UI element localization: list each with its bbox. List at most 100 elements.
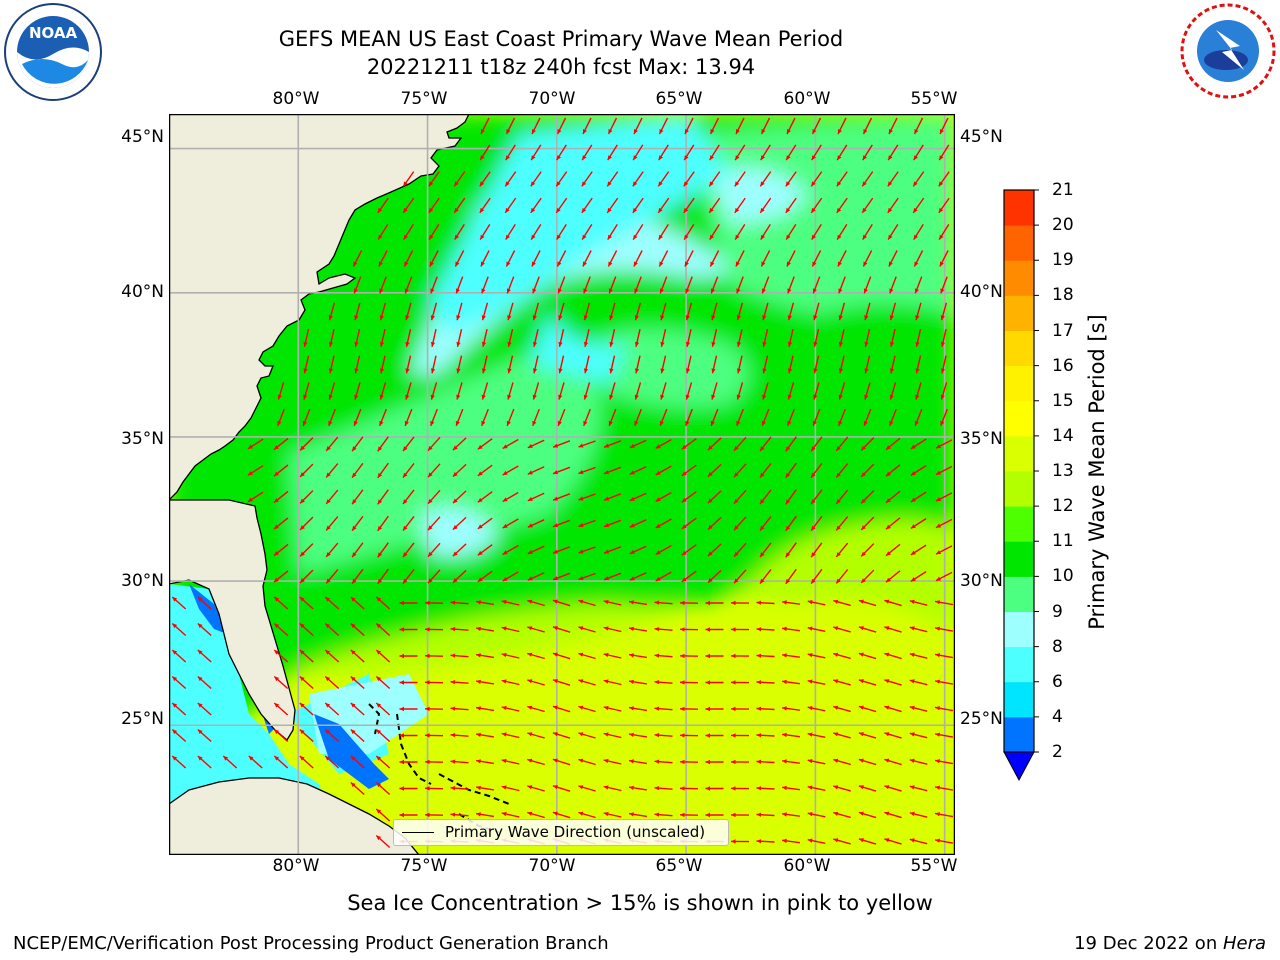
wave-direction-arrow <box>506 408 515 427</box>
wave-direction-arrow <box>424 733 444 738</box>
wave-direction-arrow <box>889 382 897 400</box>
wave-direction-arrow <box>914 408 923 427</box>
wave-direction-arrow <box>403 224 414 240</box>
wave-direction-arrow <box>527 572 545 581</box>
wave-direction-arrow <box>505 144 516 161</box>
wave-direction-arrow <box>582 117 592 135</box>
wave-direction-arrow <box>762 302 769 321</box>
wave-direction-arrow <box>835 436 849 452</box>
lat-label-left-35n: 35°N <box>121 429 164 449</box>
wave-direction-arrow <box>838 276 846 294</box>
wave-direction-arrow <box>885 517 901 530</box>
wave-direction-arrow <box>785 197 797 214</box>
wave-direction-arrow <box>450 786 469 791</box>
wave-direction-arrow <box>424 680 444 685</box>
wave-direction-arrow <box>657 171 670 187</box>
wave-direction-arrow <box>655 544 672 556</box>
colorbar-segment <box>1004 330 1034 367</box>
wave-direction-arrow <box>558 355 565 374</box>
wave-direction-arrow <box>813 355 820 374</box>
wave-direction-arrow <box>628 653 648 659</box>
wave-direction-arrow <box>556 250 567 267</box>
wave-direction-arrow <box>782 706 800 711</box>
wave-direction-arrow <box>455 276 464 294</box>
wave-direction-arrow <box>581 171 593 187</box>
lat-label-left-25n: 25°N <box>121 709 164 729</box>
wave-direction-arrow <box>552 519 571 528</box>
wave-direction-arrow <box>934 838 954 844</box>
wave-direction-arrow <box>782 679 800 685</box>
wave-direction-arrow <box>450 733 469 738</box>
wave-direction-arrow <box>628 732 648 738</box>
colorbar-segment <box>1004 400 1034 437</box>
wave-direction-arrow <box>603 519 622 528</box>
wave-direction-arrow <box>730 653 750 659</box>
wave-direction-arrow <box>501 705 520 712</box>
wave-direction-arrow <box>581 144 593 161</box>
wave-direction-arrow <box>709 117 720 135</box>
wave-direction-arrow <box>453 197 466 214</box>
wave-direction-arrow <box>835 489 849 505</box>
wave-direction-arrow <box>325 489 339 505</box>
wave-direction-arrow <box>273 596 289 610</box>
wave-direction-arrow <box>475 759 495 765</box>
wave-direction-arrow <box>378 250 388 267</box>
wave-direction-arrow <box>833 758 851 766</box>
wave-direction-arrow <box>405 329 412 347</box>
wave-direction-arrow <box>708 197 721 214</box>
wave-direction-arrow <box>424 600 444 606</box>
wave-direction-arrow <box>247 465 264 476</box>
wave-direction-arrow <box>633 117 643 135</box>
wave-direction-arrow <box>424 812 444 818</box>
wave-direction-arrow <box>277 382 285 400</box>
wave-direction-arrow <box>838 355 845 374</box>
wave-direction-arrow <box>603 785 622 792</box>
wave-direction-arrow <box>506 276 515 294</box>
wave-direction-arrow <box>402 542 415 558</box>
wave-direction-arrow <box>197 702 212 716</box>
wave-direction-arrow <box>782 600 800 605</box>
wave-direction-arrow <box>705 680 724 685</box>
wave-direction-arrow <box>632 224 644 240</box>
wave-direction-arrow <box>711 382 718 400</box>
colorbar-tick-label: 18 <box>1052 285 1074 306</box>
wave-direction-arrow <box>685 382 693 400</box>
wave-direction-arrow <box>581 197 593 214</box>
wave-direction-arrow <box>628 785 648 791</box>
wave-direction-arrow <box>913 250 924 267</box>
wave-direction-arrow <box>197 622 212 637</box>
wave-direction-arrow <box>705 759 724 765</box>
wave-direction-arrow <box>351 568 364 585</box>
wave-direction-arrow <box>909 679 928 686</box>
map-gridlines <box>169 114 955 855</box>
wave-direction-arrow <box>405 302 412 321</box>
wave-direction-arrow <box>681 570 697 583</box>
wave-direction-arrow <box>915 302 922 321</box>
wave-direction-arrow <box>914 276 923 294</box>
wave-direction-arrow <box>659 408 668 427</box>
wave-direction-arrow <box>864 382 871 400</box>
wave-direction-arrow <box>354 355 361 374</box>
wave-direction-arrow <box>351 436 364 452</box>
wave-direction-arrow <box>940 329 947 347</box>
wave-direction-arrow <box>583 355 590 374</box>
wave-direction-arrow <box>379 355 386 374</box>
wave-direction-arrow <box>475 679 495 685</box>
wave-direction-arrow <box>477 464 493 477</box>
wave-direction-arrow <box>705 600 724 606</box>
wave-direction-arrow <box>502 571 519 582</box>
wave-direction-arrow <box>556 224 567 240</box>
lon-label-top-70w: 70°W <box>528 89 576 109</box>
wave-direction-arrow <box>884 811 902 819</box>
colorbar-tick-label: 17 <box>1052 320 1074 341</box>
wave-direction-arrow <box>811 144 822 161</box>
wave-direction-arrow <box>450 653 469 658</box>
wave-direction-arrow <box>424 759 444 765</box>
wave-direction-arrow <box>711 329 718 347</box>
wave-direction-arrow <box>324 755 340 769</box>
wave-direction-arrow <box>761 408 770 427</box>
wave-direction-arrow <box>379 302 387 321</box>
wave-direction-arrow <box>505 117 516 135</box>
wave-direction-arrow <box>935 439 953 449</box>
wave-direction-arrow <box>527 466 545 475</box>
